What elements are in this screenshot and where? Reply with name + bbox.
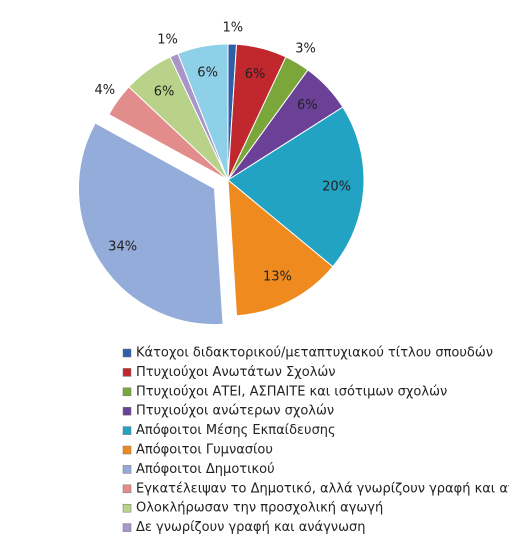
legend-label: Εγκατέλειψαν το Δημοτικό, αλλά γνωρίζουν… xyxy=(136,481,509,496)
slice-label: 34% xyxy=(108,239,137,254)
legend-swatch xyxy=(122,406,132,416)
legend-label: Απόφοιτοι Δημοτικού xyxy=(136,462,275,477)
legend-swatch xyxy=(122,348,132,358)
legend-label: Πτυχιούχοι ανώτερων σχολών xyxy=(136,404,334,419)
legend-label: Απόφοιτοι Γυμνασίου xyxy=(136,443,273,458)
legend-swatch xyxy=(122,426,132,435)
legend-swatch xyxy=(122,387,132,397)
legend-swatch xyxy=(122,503,132,513)
slice-label: 1% xyxy=(157,33,178,48)
slice-label: 6% xyxy=(197,66,218,81)
slice-label: 13% xyxy=(263,269,292,284)
pie-slice xyxy=(227,106,365,268)
slice-label: 3% xyxy=(295,41,316,56)
legend-label: Πτυχιούχοι Ανωτάτων Σχολών xyxy=(136,365,336,380)
legend-label: Ολοκλήρωσαν την προσχολική αγωγή xyxy=(136,501,383,516)
slice-label: 4% xyxy=(94,83,115,98)
legend-label: Δε γνωρίζουν γραφή και ανάγνωση xyxy=(136,520,365,534)
slice-label: 6% xyxy=(245,67,266,82)
pie-slice xyxy=(77,122,224,326)
pie-slice xyxy=(227,178,334,317)
legend-label: Κάτοχοι διδακτορικού/μεταπτυχιακού τίτλο… xyxy=(136,346,493,361)
pie-slice xyxy=(177,43,229,181)
slice-label: 6% xyxy=(154,84,175,99)
legend-swatch xyxy=(122,523,132,532)
slice-label: 6% xyxy=(297,98,318,113)
slice-label: 1% xyxy=(222,20,243,35)
legend-swatch xyxy=(122,465,132,474)
legend-label: Πτυχιούχοι ΑΤΕΙ, ΑΣΠΑΙΤΕ και ισότιμων σχ… xyxy=(136,384,447,399)
legend-swatch xyxy=(122,368,132,377)
slice-label: 20% xyxy=(322,179,351,194)
legend-label: Απόφοιτοι Μέσης Εκπαίδευσης xyxy=(136,423,336,438)
legend-swatch xyxy=(122,484,132,494)
legend-swatch xyxy=(122,445,132,455)
